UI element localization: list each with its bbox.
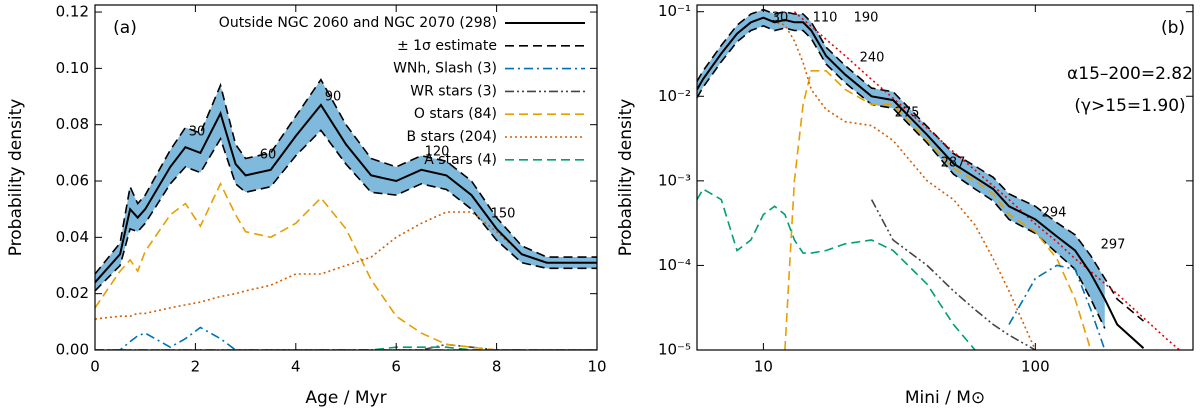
legend-label: Outside NGC 2060 and NGC 2070 (298) <box>219 15 497 31</box>
plot-frame <box>696 4 1194 351</box>
y-tick-label: 10⁻³ <box>658 171 691 189</box>
x-axis-label: Age / Myr <box>305 388 386 408</box>
series-line <box>697 187 976 350</box>
annotation: 275 <box>895 106 920 121</box>
legend-label: WR stars (3) <box>410 83 497 99</box>
y-tick-label: 0.06 <box>56 172 89 190</box>
sigma-band <box>697 9 1105 329</box>
annotation: α15–200=2.82 <box>1067 64 1193 84</box>
x-axis-label: Mini / M⊙ <box>905 388 985 408</box>
y-axis-label: Probability density <box>6 99 26 257</box>
annotation: (γ>15=1.90) <box>1074 96 1185 116</box>
y-tick-label: 10⁻¹ <box>658 2 691 20</box>
x-tick-label: 10 <box>754 358 773 376</box>
x-tick-label: 0 <box>90 358 100 376</box>
annotation: 287 <box>941 156 966 171</box>
annotation: 120 <box>425 145 450 160</box>
annotation: 190 <box>854 11 879 26</box>
panel-label: (a) <box>113 18 137 38</box>
series-line <box>697 16 1145 349</box>
x-tick-label: 2 <box>191 358 201 376</box>
y-tick-label: 0.08 <box>56 115 89 133</box>
y-tick-label: 10⁻² <box>658 87 691 105</box>
series-line <box>697 16 1037 350</box>
legend-label: A stars (4) <box>424 152 497 168</box>
legend-label: ± 1σ estimate <box>397 38 497 54</box>
x-tick-label: 6 <box>391 358 401 376</box>
series-line <box>793 11 1181 350</box>
annotation: 110 <box>813 11 838 26</box>
series-line <box>1008 264 1106 350</box>
legend-label: B stars (204) <box>406 129 497 145</box>
annotation: 90 <box>325 90 342 105</box>
plot-frame <box>94 4 598 351</box>
annotation: 30 <box>189 125 206 140</box>
series-line <box>95 326 597 350</box>
series-line <box>697 8 1145 322</box>
x-tick-label: 4 <box>291 358 301 376</box>
y-tick-label: 0.00 <box>56 341 89 359</box>
annotation: 297 <box>1101 238 1126 253</box>
y-tick-label: 0.04 <box>56 228 89 246</box>
series-line <box>95 181 597 350</box>
annotation: 150 <box>491 207 516 222</box>
annotation: 240 <box>860 51 885 66</box>
annotation: 294 <box>1042 206 1067 221</box>
series-line-lower <box>697 25 1106 329</box>
series-line-lower <box>95 129 597 292</box>
y-tick-label: 0.10 <box>56 59 89 77</box>
sigma-band <box>95 79 597 291</box>
legend-label: WNh, Slash (3) <box>393 61 497 77</box>
y-tick-label: 10⁻⁴ <box>658 256 691 274</box>
annotation: 60 <box>260 148 277 163</box>
x-tick-label: 8 <box>492 358 502 376</box>
panel-label: (b) <box>1161 18 1185 38</box>
y-tick-label: 0.12 <box>56 3 89 21</box>
plot-area <box>95 78 597 350</box>
plot-area <box>697 8 1181 350</box>
series-line <box>95 211 597 320</box>
x-tick-label: 10 <box>587 358 606 376</box>
y-tick-label: 0.02 <box>56 284 89 302</box>
series-line <box>870 199 1036 350</box>
series-line <box>95 103 597 284</box>
y-axis-label: Probability density <box>616 99 636 257</box>
y-tick-label: 10⁻⁵ <box>658 341 691 359</box>
annotation: 30 <box>772 11 789 26</box>
x-tick-label: 100 <box>1021 358 1050 376</box>
series-line <box>95 78 597 275</box>
legend-label: O stars (84) <box>414 106 497 122</box>
